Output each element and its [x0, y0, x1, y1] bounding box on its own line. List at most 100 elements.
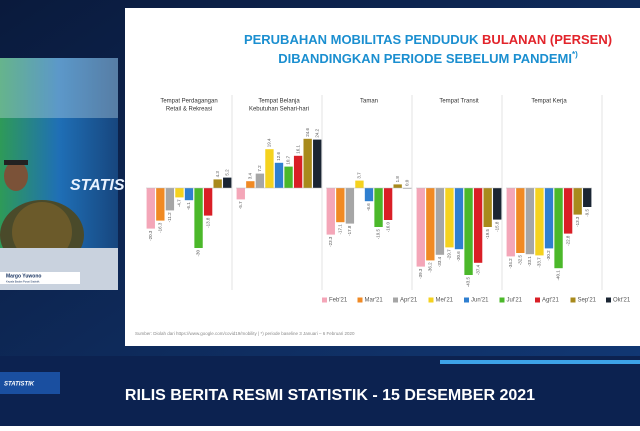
bar — [526, 188, 534, 254]
legend-swatch — [464, 298, 469, 303]
legend-swatch — [571, 298, 576, 303]
logo-text: STATISTIK — [4, 382, 35, 388]
title-part: PERUBAHAN MOBILITAS PENDUDUK — [244, 32, 479, 47]
value-label: 19.4 — [267, 138, 272, 147]
value-label: 3.4 — [248, 172, 253, 179]
bar — [313, 140, 321, 188]
bar — [545, 188, 553, 248]
value-label: -30.6 — [456, 251, 461, 262]
bar — [213, 179, 221, 188]
value-label: -22.8 — [565, 235, 570, 246]
legend-label: Okt'21 — [613, 298, 631, 304]
title-note: *) — [572, 50, 578, 59]
bar — [147, 188, 155, 229]
bar — [384, 188, 392, 220]
bar — [327, 188, 335, 235]
source-note: Sumber: Diolah dari https://www.google.c… — [135, 331, 355, 336]
bar — [355, 181, 363, 188]
legend-label: Mar'21 — [365, 298, 384, 304]
value-label: -17.8 — [347, 225, 352, 236]
speaker-name: Margo Yuwono — [6, 273, 41, 279]
bar — [507, 188, 515, 256]
bar — [275, 163, 283, 188]
bar — [573, 188, 581, 215]
legend-swatch — [358, 298, 363, 303]
bar — [445, 188, 453, 247]
bar — [166, 188, 174, 210]
bar — [483, 188, 491, 227]
legend-swatch — [500, 298, 505, 303]
value-label: -29.7 — [447, 249, 452, 260]
value-label: -15.8 — [494, 221, 499, 232]
value-label: 24.2 — [314, 128, 319, 137]
legend-swatch — [429, 298, 434, 303]
bar — [265, 149, 273, 188]
bar — [493, 188, 501, 220]
value-label: -20.3 — [148, 230, 153, 241]
bar — [564, 188, 572, 234]
bar — [156, 188, 164, 221]
bar — [303, 139, 311, 188]
value-label: -33.4 — [437, 256, 442, 267]
value-label: -40.1 — [556, 270, 561, 281]
banner-stripe — [440, 360, 640, 364]
value-label: -11.2 — [167, 212, 172, 222]
value-label: 10.7 — [286, 155, 291, 164]
value-label: 4.3 — [215, 171, 220, 178]
backdrop-text: STATIS — [70, 177, 125, 194]
legend-label: Jul'21 — [507, 298, 523, 304]
panel-title: Kebutuhan Sehari-hari — [249, 107, 309, 113]
value-label: -9.5 — [584, 209, 589, 217]
value-label: -19.5 — [376, 229, 381, 240]
value-label: -6.1 — [186, 202, 191, 210]
legend-swatch — [535, 298, 540, 303]
value-label: -4.7 — [177, 199, 182, 207]
bar — [455, 188, 463, 249]
value-label: -36.2 — [428, 262, 433, 273]
value-label: 1.8 — [395, 176, 400, 183]
speaker-role: Kepala Badan Pusat Statistik — [6, 280, 40, 284]
value-label: -17.1 — [338, 224, 343, 235]
legend-label: Sep'21 — [578, 298, 597, 304]
bar — [256, 174, 264, 188]
value-label: -34.2 — [508, 258, 513, 269]
bar — [583, 188, 591, 207]
legend-swatch — [606, 298, 611, 303]
bar — [436, 188, 444, 255]
value-label: -30 — [196, 250, 201, 257]
panel-title: Tempat Belanja — [258, 99, 300, 105]
bar — [185, 188, 193, 200]
bar — [336, 188, 344, 222]
value-label: -37.4 — [475, 264, 480, 275]
bar — [426, 188, 434, 260]
bar — [393, 184, 401, 188]
value-label: -6.6 — [366, 203, 371, 211]
panel-title: Tempat Kerja — [531, 99, 567, 105]
bar — [294, 156, 302, 188]
value-label: 24.6 — [305, 128, 310, 137]
value-label: -33.7 — [537, 257, 542, 268]
slide-subtitle: DIBANDINGKAN PERIODE SEBELUM PANDEMI*) — [278, 50, 578, 66]
value-label: -30.2 — [546, 250, 551, 261]
bar — [374, 188, 382, 227]
value-label: -13.3 — [575, 216, 580, 227]
legend-swatch — [322, 298, 327, 303]
bar — [246, 181, 254, 188]
panel-title: Retail & Rekreasi — [166, 107, 212, 113]
bar — [516, 188, 524, 253]
bar — [223, 178, 231, 188]
bar — [417, 188, 425, 267]
bar — [474, 188, 482, 263]
legend-label: Mei'21 — [436, 298, 454, 304]
title-part: DIBANDINGKAN PERIODE SEBELUM PANDEMI — [278, 51, 572, 66]
bar — [194, 188, 202, 248]
legend-label: Apr'21 — [400, 298, 418, 304]
bar — [535, 188, 543, 255]
value-label: -23.3 — [328, 236, 333, 247]
bar — [237, 188, 245, 199]
value-label: -19.5 — [485, 229, 490, 240]
bar — [365, 188, 373, 201]
value-label: -43.5 — [466, 277, 471, 288]
